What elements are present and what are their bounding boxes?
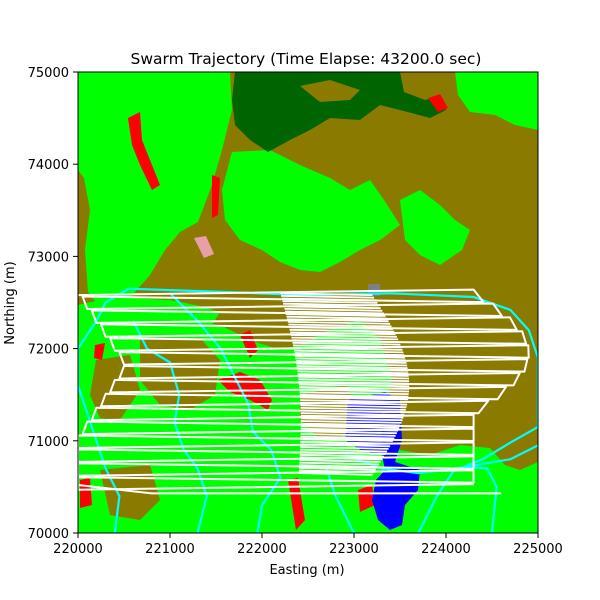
x-tick-label: 220000 <box>53 542 103 557</box>
x-tick-label: 223000 <box>329 542 379 557</box>
trajectory-return <box>78 484 502 495</box>
y-axis-label: Northing (m) <box>3 261 18 344</box>
x-tick-label: 224000 <box>421 542 471 557</box>
x-axis: 220000 221000 222000 223000 224000 225000 <box>53 533 563 557</box>
plot-area <box>78 72 538 533</box>
y-tick-label: 73000 <box>28 250 69 265</box>
boundary-west <box>78 287 130 533</box>
x-axis-label: Easting (m) <box>269 563 344 578</box>
landcover-forest <box>232 72 446 152</box>
y-tick-label: 70000 <box>28 527 69 542</box>
landcover-pink-patch <box>194 236 214 258</box>
y-tick-label: 75000 <box>28 66 69 81</box>
landcover-red-strip-3 <box>94 343 105 360</box>
landcover-green-center <box>222 150 400 272</box>
landcover-red-strip-6 <box>288 478 305 530</box>
chart-title: Swarm Trajectory (Time Elapse: 43200.0 s… <box>131 50 482 68</box>
landcover-red-strip-2 <box>212 175 220 218</box>
x-tick-label: 222000 <box>237 542 287 557</box>
swarm-trajectory <box>78 288 530 495</box>
y-tick-label: 72000 <box>28 343 69 358</box>
landcover-red-strip-8 <box>428 94 448 112</box>
landcover-red-strip-1 <box>128 112 160 190</box>
x-tick-label: 225000 <box>513 542 563 557</box>
landcover-green-north-east <box>455 72 538 130</box>
landcover-red-strip-7 <box>80 478 92 508</box>
plot-frame <box>77 71 539 534</box>
x-tick-label: 221000 <box>145 542 195 557</box>
y-tick-label: 71000 <box>28 435 69 450</box>
trajectory-dense-band <box>280 292 410 476</box>
landcover-red-strip-9 <box>358 485 375 512</box>
boundary-south <box>325 468 355 533</box>
landcover-red-strip-5 <box>240 330 258 358</box>
landcover-olive-in-forest <box>300 80 360 102</box>
y-tick-label: 74000 <box>28 158 69 173</box>
landcover-green-east <box>400 190 470 265</box>
y-axis: 70000 71000 72000 73000 74000 75000 <box>28 66 78 542</box>
landcover-green-north-west <box>78 72 232 308</box>
